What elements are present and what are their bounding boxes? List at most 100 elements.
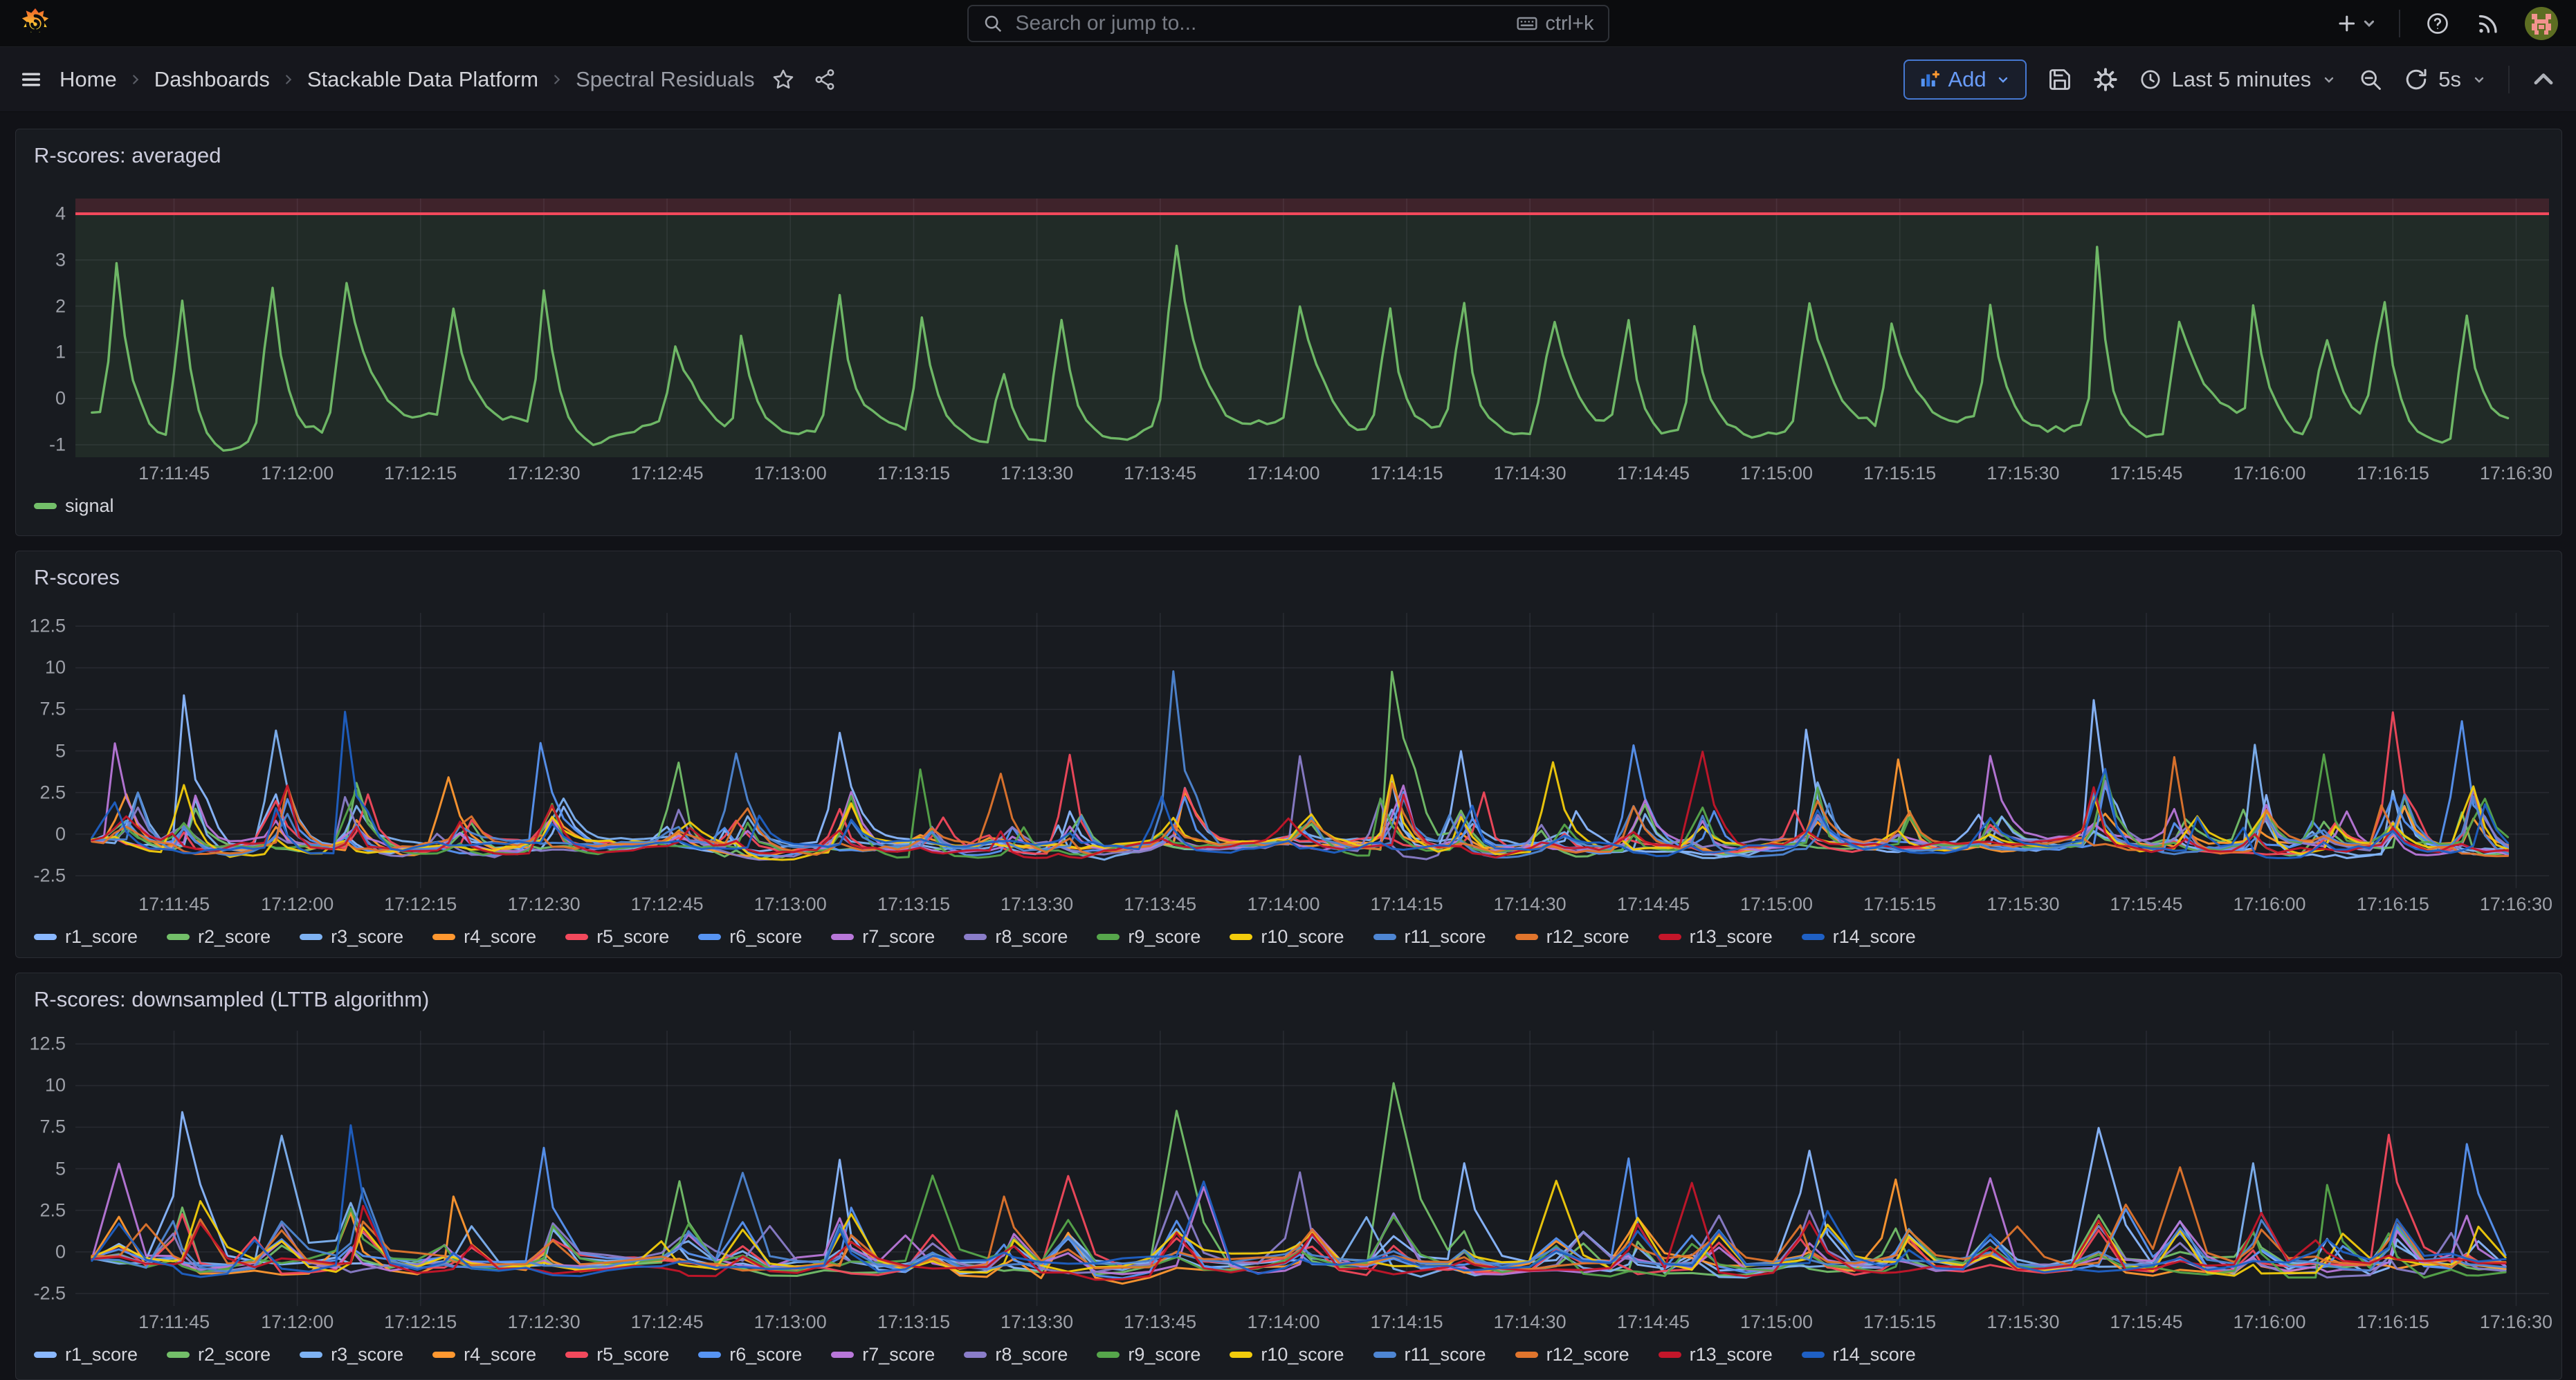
breadcrumb-dashboards[interactable]: Dashboards bbox=[154, 67, 270, 92]
help-button[interactable] bbox=[2425, 11, 2450, 36]
add-button[interactable]: Add bbox=[1903, 59, 2026, 100]
user-avatar[interactable] bbox=[2525, 7, 2558, 40]
legend-label: r11_score bbox=[1405, 926, 1486, 948]
legend-item-r14_score[interactable]: r14_score bbox=[1802, 1344, 1916, 1365]
save-dashboard-button[interactable] bbox=[2047, 67, 2072, 92]
add-panel-icon bbox=[1919, 69, 1939, 90]
favorite-button[interactable] bbox=[771, 68, 795, 91]
x-axis: 17:11:4517:12:0017:12:1517:12:3017:12:45… bbox=[75, 1306, 2549, 1338]
legend-swatch bbox=[34, 934, 57, 940]
x-tick-label: 17:12:30 bbox=[508, 463, 581, 484]
legend-item-r6_score[interactable]: r6_score bbox=[698, 1344, 802, 1365]
legend-item-r9_score[interactable]: r9_score bbox=[1097, 1344, 1200, 1365]
legend-swatch bbox=[167, 1352, 190, 1358]
time-series-plot[interactable] bbox=[75, 199, 2549, 457]
legend-label: r14_score bbox=[1833, 926, 1916, 948]
y-tick-label: 2 bbox=[55, 296, 66, 318]
search-bar[interactable]: ctrl+k bbox=[967, 5, 1609, 42]
clock-icon bbox=[2139, 68, 2162, 91]
x-tick-label: 17:15:45 bbox=[2110, 894, 2182, 915]
y-tick-label: -2.5 bbox=[33, 1283, 66, 1305]
legend-item-r9_score[interactable]: r9_score bbox=[1097, 926, 1200, 948]
panel-title: R-scores: downsampled (LTTB algorithm) bbox=[16, 973, 2561, 1031]
x-tick-label: 17:11:45 bbox=[138, 463, 210, 484]
time-series-plot[interactable] bbox=[75, 1031, 2549, 1306]
legend-label: r11_score bbox=[1405, 1344, 1486, 1365]
legend-item-r6_score[interactable]: r6_score bbox=[698, 926, 802, 948]
legend-label: r6_score bbox=[729, 1344, 802, 1365]
legend-item-r4_score[interactable]: r4_score bbox=[432, 926, 536, 948]
x-tick-label: 17:12:00 bbox=[261, 463, 334, 484]
panel-legend: signal bbox=[16, 489, 2561, 522]
refresh-picker[interactable]: 5s bbox=[2404, 67, 2487, 92]
legend-item-r2_score[interactable]: r2_score bbox=[167, 926, 271, 948]
breadcrumb-folder[interactable]: Stackable Data Platform bbox=[307, 67, 538, 92]
x-tick-label: 17:14:30 bbox=[1494, 1312, 1566, 1333]
legend-swatch bbox=[831, 1352, 854, 1358]
legend-item-r1_score[interactable]: r1_score bbox=[34, 926, 138, 948]
x-tick-label: 17:16:30 bbox=[2480, 894, 2552, 915]
legend-item-r3_score[interactable]: r3_score bbox=[300, 926, 403, 948]
legend-item-r8_score[interactable]: r8_score bbox=[964, 926, 1068, 948]
legend-item-r1_score[interactable]: r1_score bbox=[34, 1344, 138, 1365]
y-tick-label: -2.5 bbox=[33, 865, 66, 887]
legend-item-r5_score[interactable]: r5_score bbox=[565, 926, 669, 948]
x-tick-label: 17:12:15 bbox=[384, 463, 457, 484]
legend-item-r14_score[interactable]: r14_score bbox=[1802, 926, 1916, 948]
legend-item-r3_score[interactable]: r3_score bbox=[300, 1344, 403, 1365]
legend-item-r11_score[interactable]: r11_score bbox=[1373, 926, 1486, 948]
legend-item-signal[interactable]: signal bbox=[34, 495, 114, 517]
legend-item-r4_score[interactable]: r4_score bbox=[432, 1344, 536, 1365]
x-tick-label: 17:15:00 bbox=[1740, 1312, 1813, 1333]
panel-title: R-scores bbox=[16, 551, 2561, 613]
breadcrumb-home[interactable]: Home bbox=[60, 67, 117, 92]
zoom-out-button[interactable] bbox=[2358, 67, 2383, 92]
x-axis: 17:11:4517:12:0017:12:1517:12:3017:12:45… bbox=[75, 888, 2549, 920]
legend-item-r12_score[interactable]: r12_score bbox=[1515, 1344, 1629, 1365]
legend-swatch bbox=[432, 1352, 455, 1358]
chevron-down-icon bbox=[1995, 71, 2011, 88]
legend-swatch bbox=[1097, 934, 1120, 940]
share-button[interactable] bbox=[813, 68, 837, 91]
legend-swatch bbox=[167, 934, 190, 940]
panel-r-scores-averaged: R-scores: averaged 43210-1 17:11:4517:12… bbox=[15, 129, 2562, 536]
grafana-logo[interactable] bbox=[18, 6, 53, 41]
search-shortcut: ctrl+k bbox=[1516, 12, 1593, 35]
add-button-label: Add bbox=[1948, 67, 1986, 92]
legend-label: r1_score bbox=[65, 1344, 138, 1365]
news-button[interactable] bbox=[2475, 11, 2500, 36]
x-tick-label: 17:14:15 bbox=[1371, 463, 1443, 484]
legend-item-r12_score[interactable]: r12_score bbox=[1515, 926, 1629, 948]
legend-label: r2_score bbox=[198, 926, 271, 948]
legend-item-r7_score[interactable]: r7_score bbox=[831, 926, 935, 948]
legend-item-r5_score[interactable]: r5_score bbox=[565, 1344, 669, 1365]
legend-item-r10_score[interactable]: r10_score bbox=[1230, 1344, 1344, 1365]
collapse-toolbar-button[interactable] bbox=[2530, 69, 2557, 90]
x-tick-label: 17:12:45 bbox=[631, 463, 704, 484]
legend-item-r2_score[interactable]: r2_score bbox=[167, 1344, 271, 1365]
x-tick-label: 17:13:15 bbox=[877, 1312, 950, 1333]
new-menu-button[interactable] bbox=[2335, 12, 2374, 35]
time-series-plot[interactable] bbox=[75, 613, 2549, 888]
legend-item-r7_score[interactable]: r7_score bbox=[831, 1344, 935, 1365]
top-navigation-bar: ctrl+k bbox=[0, 0, 2576, 47]
legend-item-r11_score[interactable]: r11_score bbox=[1373, 1344, 1486, 1365]
x-tick-label: 17:13:00 bbox=[754, 894, 827, 915]
mega-menu-toggle[interactable] bbox=[19, 68, 43, 91]
legend-swatch bbox=[1230, 1352, 1252, 1358]
legend-item-r13_score[interactable]: r13_score bbox=[1659, 1344, 1773, 1365]
legend-item-r10_score[interactable]: r10_score bbox=[1230, 926, 1344, 948]
legend-label: r1_score bbox=[65, 926, 138, 948]
search-input[interactable] bbox=[1014, 11, 1506, 36]
legend-label: r13_score bbox=[1690, 926, 1773, 948]
dashboard-settings-button[interactable] bbox=[2093, 67, 2118, 92]
x-tick-label: 17:14:45 bbox=[1617, 463, 1690, 484]
y-tick-label: 0 bbox=[55, 1242, 66, 1263]
help-icon bbox=[2425, 11, 2450, 36]
x-tick-label: 17:14:00 bbox=[1247, 1312, 1319, 1333]
legend-item-r13_score[interactable]: r13_score bbox=[1659, 926, 1773, 948]
time-range-picker[interactable]: Last 5 minutes bbox=[2139, 67, 2338, 92]
avatar-image bbox=[2525, 7, 2558, 40]
legend-item-r8_score[interactable]: r8_score bbox=[964, 1344, 1068, 1365]
x-tick-label: 17:13:30 bbox=[1001, 894, 1073, 915]
